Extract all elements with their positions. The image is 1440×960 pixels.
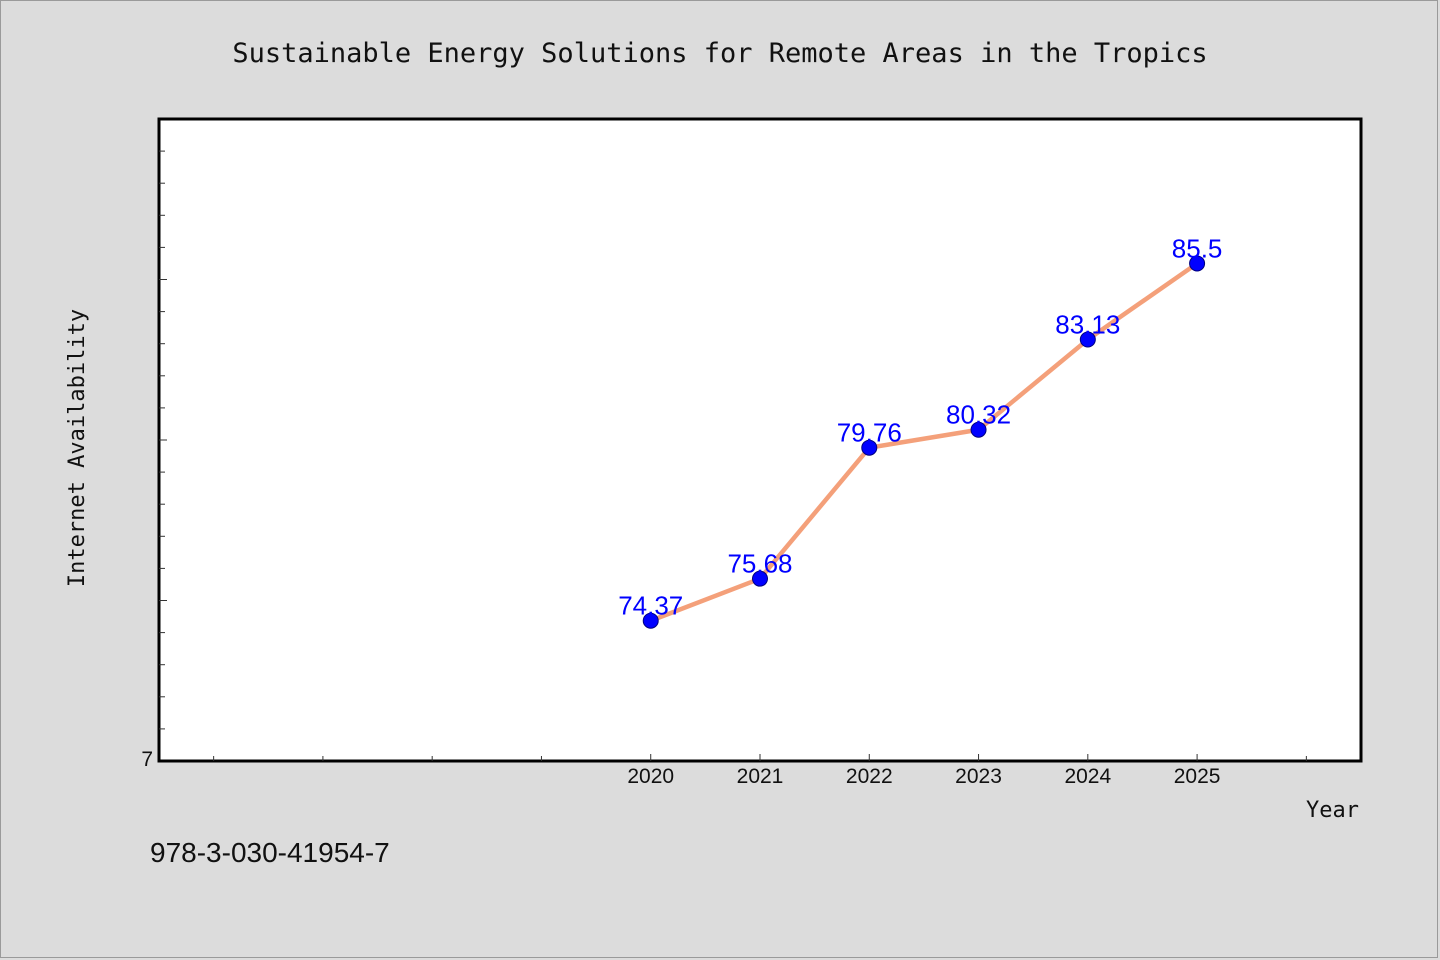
data-label: 79.76 [837, 418, 902, 448]
isbn-code: 978-3-030-41954-7 [150, 837, 390, 868]
series-internet-availability [642, 255, 1206, 629]
data-point [752, 570, 768, 587]
plot-area [157, 117, 1363, 763]
x-tick-label: 2020 [627, 765, 674, 788]
data-point [1189, 255, 1206, 272]
data-point [642, 612, 659, 629]
x-tick-label: 2025 [1174, 765, 1221, 788]
y-axis-label: Internet Availability [65, 309, 90, 587]
x-tick-label: 2021 [737, 765, 784, 788]
data-point [970, 421, 987, 438]
x-axis-label: Year [1306, 798, 1359, 823]
data-point [1079, 331, 1096, 348]
y-axis-ticks [159, 150, 167, 730]
data-labels: 74.37 75.68 79.76 80.32 83.13 85.5 [618, 233, 1222, 620]
data-point [861, 439, 878, 456]
x-axis-tick-labels: 2020 2021 2022 2023 2024 2025 [627, 765, 1220, 788]
y-tick-label: 7 [141, 748, 153, 771]
data-label: 74.37 [618, 591, 683, 621]
data-label: 85.5 [1172, 233, 1223, 263]
data-label: 80.32 [946, 400, 1011, 430]
series-line [648, 261, 1200, 623]
data-label: 83.13 [1055, 310, 1120, 340]
x-axis-ticks [213, 754, 1307, 761]
x-tick-label: 2023 [955, 765, 1002, 788]
x-tick-label: 2022 [846, 765, 893, 788]
chart-title: Sustainable Energy Solutions for Remote … [232, 38, 1207, 69]
x-tick-label: 2024 [1064, 765, 1111, 788]
data-label: 75.68 [727, 549, 792, 579]
